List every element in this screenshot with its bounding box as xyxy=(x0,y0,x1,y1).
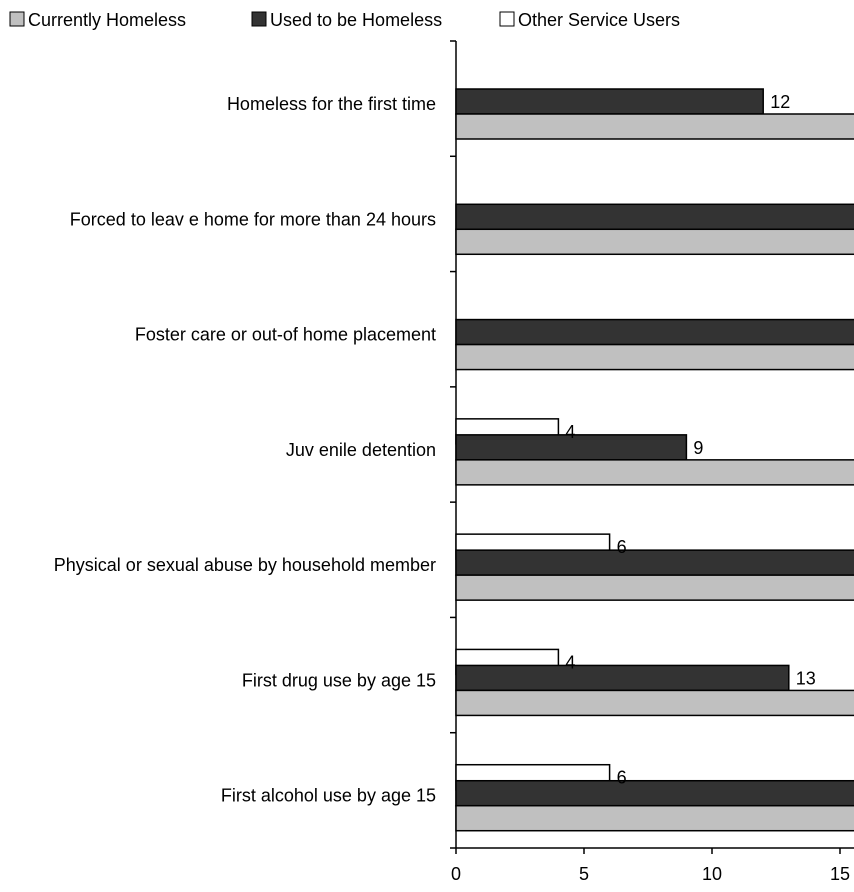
bar-used-to-be-homeless xyxy=(455,549,854,576)
bar-used-to-be-homeless xyxy=(455,88,764,115)
x-tick-label: 0 xyxy=(451,864,461,884)
legend-label-currently-homeless: Currently Homeless xyxy=(28,10,186,30)
legend-label-used-to-be-homeless: Used to be Homeless xyxy=(270,10,442,30)
bar-currently-homeless xyxy=(455,574,854,601)
bar-currently-homeless xyxy=(455,113,854,140)
x-tick-label: 15 xyxy=(830,864,850,884)
bar-currently-homeless xyxy=(455,689,854,717)
category-label-forced-to-leav-e-home-for-more-than-24-hours: Forced to leav e home for more than 24 h… xyxy=(70,209,436,229)
category-label-homeless-for-the-first-time: Homeless for the first time xyxy=(227,94,436,114)
x-tick-label: 5 xyxy=(579,864,589,884)
legend-swatch-used-to-be-homeless xyxy=(251,11,267,27)
bar-used-to-be-homeless xyxy=(455,318,854,346)
category-label-first-drug-use-by-age-15: First drug use by age 15 xyxy=(242,670,436,690)
bar-used-to-be-homeless xyxy=(455,664,790,692)
category-label-juv-enile-detention: Juv enile detention xyxy=(286,440,436,460)
legend-swatch-other-service-users xyxy=(499,11,515,27)
category-label-first-alcohol-use-by-age-15: First alcohol use by age 15 xyxy=(221,786,436,806)
bar-used-to-be-homeless xyxy=(455,203,854,231)
value-label-used-to-be-homeless: 9 xyxy=(693,438,703,458)
bar-currently-homeless xyxy=(455,459,854,486)
legend-swatch-currently-homeless xyxy=(9,11,25,27)
legend: Currently Homeless Used to be Homeless Oth… xyxy=(9,10,680,30)
bar-currently-homeless xyxy=(455,343,854,371)
value-label-other-service-users: 4 xyxy=(565,422,575,442)
bar-used-to-be-homeless xyxy=(455,779,854,807)
legend-label-other-service-users: Other Service Users xyxy=(518,10,680,30)
value-label-other-service-users: 4 xyxy=(565,652,575,672)
labels: Homeless for the first time1221Forced to… xyxy=(54,92,816,806)
value-label-other-service-users: 6 xyxy=(617,768,627,788)
value-label-used-to-be-homeless: 12 xyxy=(770,92,790,112)
x-tick-label: 10 xyxy=(702,864,722,884)
category-label-physical-or-sexual-abuse-by-household-member: Physical or sexual abuse by household me… xyxy=(54,555,436,575)
bar-currently-homeless xyxy=(455,804,854,832)
bars xyxy=(455,88,854,832)
category-label-foster-care-or-out-of-home-placement: Foster care or out-of home placement xyxy=(135,325,436,345)
value-label-other-service-users: 6 xyxy=(617,537,627,557)
bar-currently-homeless xyxy=(455,228,854,256)
value-label-used-to-be-homeless: 13 xyxy=(796,668,816,688)
